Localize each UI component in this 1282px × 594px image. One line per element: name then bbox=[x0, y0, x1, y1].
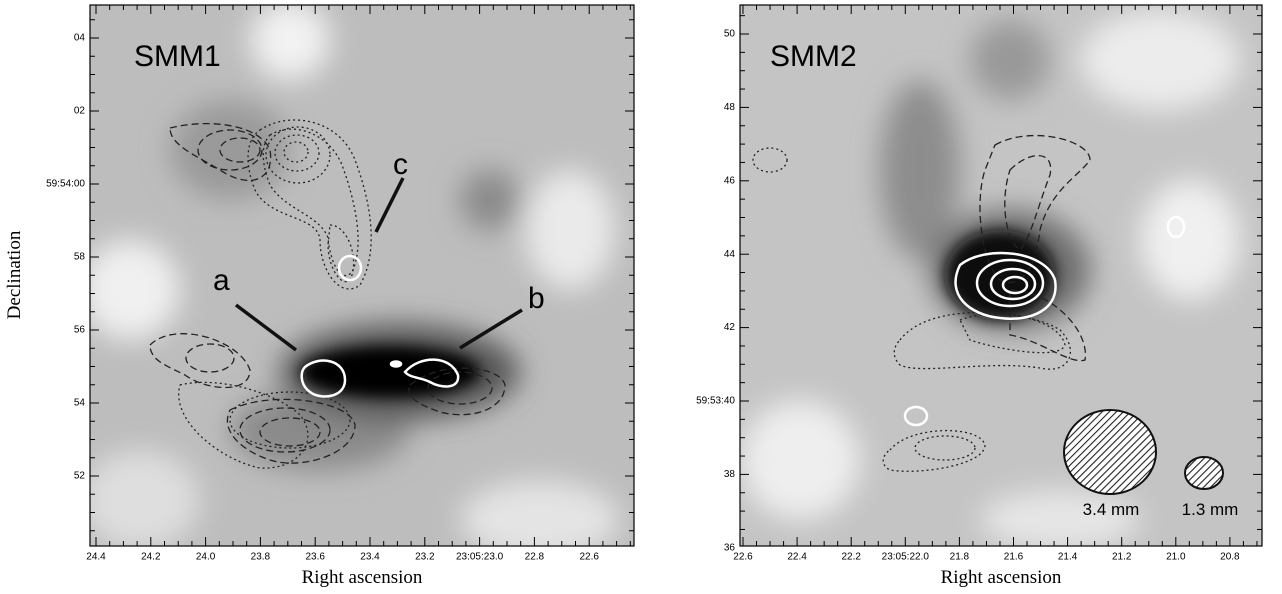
x-axis-label: Right ascension bbox=[941, 567, 1062, 588]
x-tick-label: 21.0 bbox=[1166, 552, 1186, 563]
x-tick-label: 22.2 bbox=[841, 552, 861, 563]
y-tick-label: 44 bbox=[724, 249, 736, 260]
beam-label: 3.4 mm bbox=[1083, 500, 1140, 519]
x-tick-label: 23:05:22.0 bbox=[882, 552, 930, 563]
y-tick-label: 56 bbox=[74, 325, 86, 336]
x-tick-label: 22.6 bbox=[579, 552, 599, 563]
x-tick-label: 23.2 bbox=[415, 552, 435, 563]
x-tick-label: 21.2 bbox=[1112, 552, 1132, 563]
x-tick-label: 24.0 bbox=[196, 552, 216, 563]
x-tick-label: 22.6 bbox=[733, 552, 753, 563]
x-tick-label: 21.8 bbox=[950, 552, 970, 563]
y-tick-label: 42 bbox=[724, 322, 736, 333]
y-tick-label: 48 bbox=[724, 102, 736, 113]
y-tick-label: 59:53:40 bbox=[696, 396, 735, 407]
annotation: b bbox=[528, 282, 545, 315]
y-tick-label: 02 bbox=[74, 106, 86, 117]
figure: SMM1 SMM2 a b c 3.4 mm 1.3 mm Right asce… bbox=[0, 0, 1282, 594]
x-tick-label: 24.4 bbox=[86, 552, 106, 563]
x-tick-label: 23.4 bbox=[360, 552, 380, 563]
x-tick-label: 22.8 bbox=[525, 552, 545, 563]
x-tick-label: 23:05:23.0 bbox=[456, 552, 504, 563]
x-tick-label: 21.6 bbox=[1004, 552, 1024, 563]
y-tick-label: 04 bbox=[74, 33, 86, 44]
x-tick-label: 22.4 bbox=[787, 552, 807, 563]
y-tick-label: 58 bbox=[74, 252, 86, 263]
x-tick-label: 23.6 bbox=[305, 552, 325, 563]
x-tick-label: 24.2 bbox=[141, 552, 161, 563]
panel-label: SMM1 bbox=[134, 40, 221, 73]
y-tick-label: 52 bbox=[74, 471, 86, 482]
image-smm1 bbox=[80, 0, 634, 560]
x-tick-label: 23.8 bbox=[251, 552, 271, 563]
y-tick-label: 59:54:00 bbox=[46, 179, 85, 190]
annotation: c bbox=[393, 148, 408, 181]
annotation: a bbox=[213, 264, 230, 297]
beam-label: 1.3 mm bbox=[1182, 500, 1239, 519]
panel-label: SMM2 bbox=[770, 40, 857, 73]
y-tick-label: 54 bbox=[74, 398, 86, 409]
x-axis-label: Right ascension bbox=[302, 567, 423, 588]
x-tick-label: 20.8 bbox=[1220, 552, 1240, 563]
y-tick-label: 36 bbox=[724, 542, 736, 553]
y-tick-label: 46 bbox=[724, 175, 736, 186]
y-tick-label: 38 bbox=[724, 469, 736, 480]
x-tick-label: 21.4 bbox=[1058, 552, 1078, 563]
y-axis-label: Declination bbox=[4, 230, 25, 319]
image-smm2 bbox=[740, 5, 1262, 550]
y-tick-label: 50 bbox=[724, 29, 736, 40]
